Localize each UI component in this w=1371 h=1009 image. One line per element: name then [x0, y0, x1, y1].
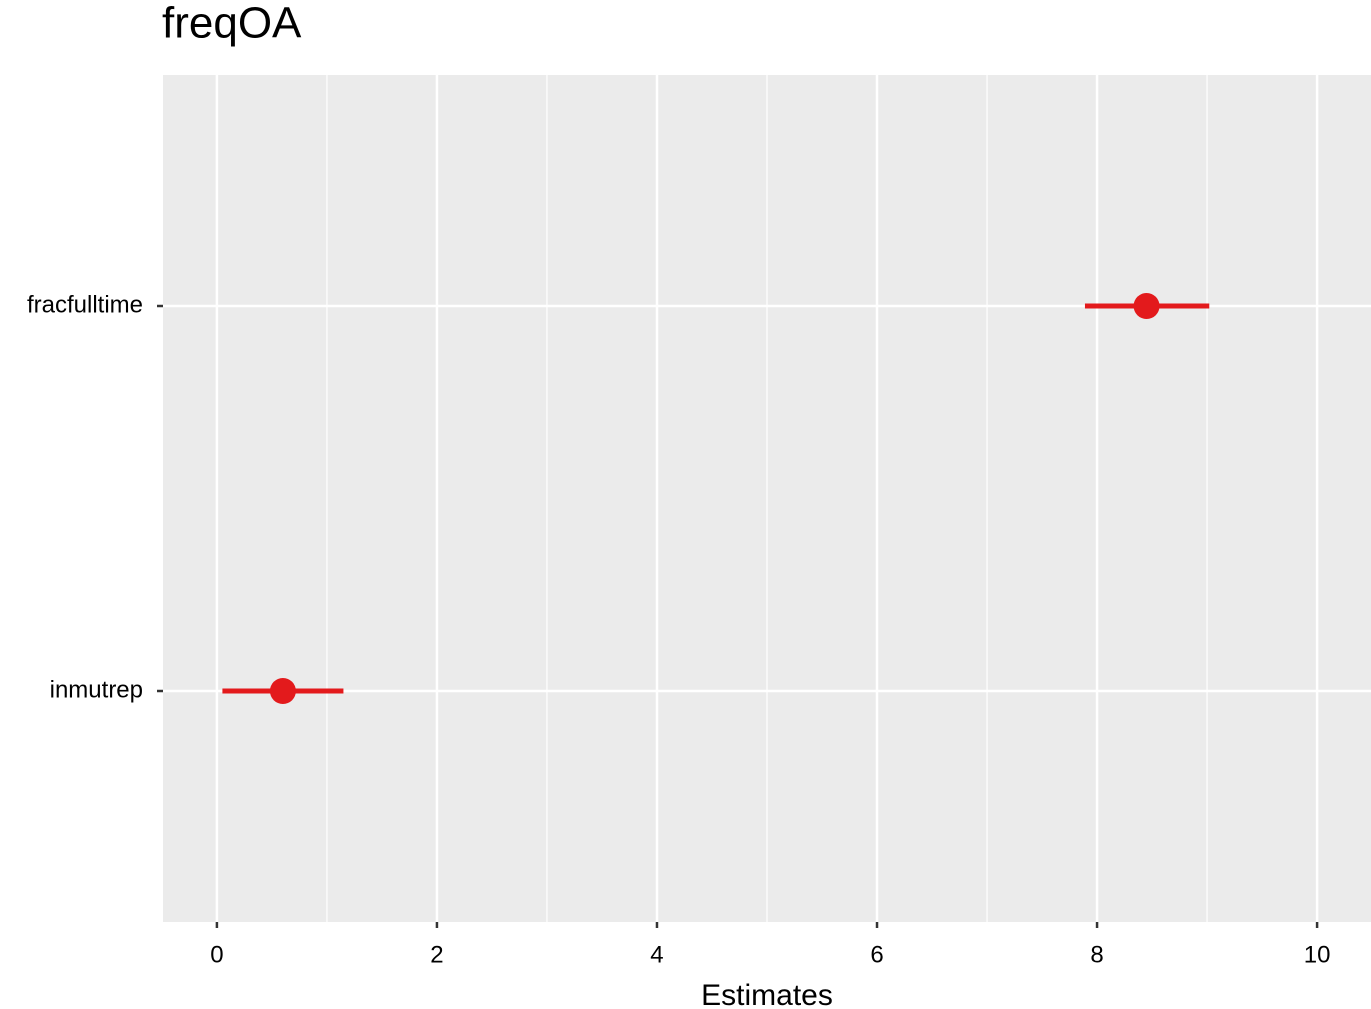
point-estimate [1133, 293, 1160, 319]
x-axis-label: Estimates [701, 979, 833, 1009]
x-tick-label: 6 [870, 941, 883, 968]
x-tick-label: 0 [210, 941, 223, 968]
x-tick-label: 4 [650, 941, 663, 968]
y-tick-label: inmutrep [50, 676, 143, 703]
point-estimate [269, 678, 296, 704]
chart-title: freqOA [162, 0, 302, 48]
x-tick-label: 8 [1090, 941, 1103, 968]
x-tick-label: 10 [1304, 941, 1331, 968]
y-tick-label: fracfulltime [27, 291, 143, 318]
x-tick-label: 2 [430, 941, 443, 968]
